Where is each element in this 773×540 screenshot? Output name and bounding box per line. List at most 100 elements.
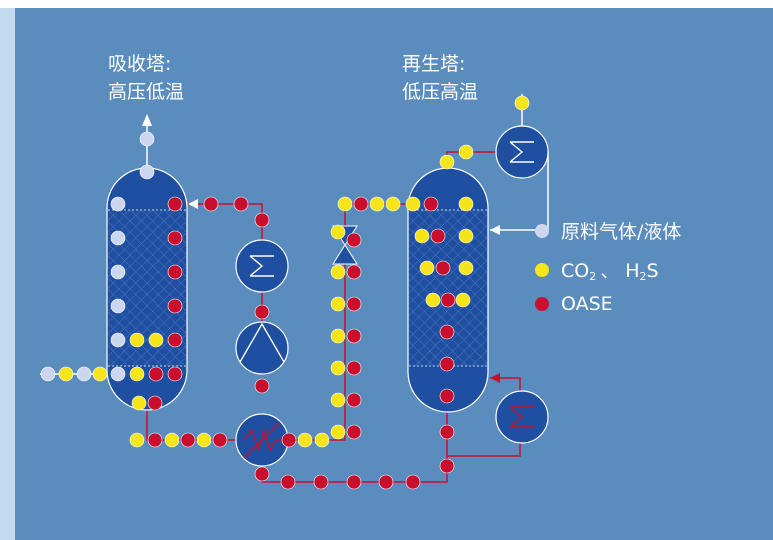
oase-particle [346, 474, 362, 490]
raw-particle [110, 230, 126, 246]
acid-gas-particle [458, 228, 474, 244]
oase-particle [346, 264, 362, 280]
raw-particle [110, 298, 126, 314]
oase-particle [346, 360, 362, 376]
oase-particle [439, 324, 455, 340]
oase-particle [439, 458, 455, 474]
oase-particle [147, 395, 163, 411]
acid-gas-particle [129, 332, 145, 348]
acid-gas-particle [439, 154, 455, 170]
oase-particle [148, 366, 164, 382]
oase-particle [167, 332, 183, 348]
acid-gas-particle [330, 296, 346, 312]
acid-gas-particle [425, 292, 441, 308]
raw-particle [139, 164, 155, 180]
oase-particle [167, 366, 183, 382]
absorber-label-line1: 吸收塔: [108, 53, 172, 75]
acid-gas-particle [330, 424, 346, 440]
reboiler-return-pipe [447, 440, 521, 457]
oase-particle [254, 212, 270, 228]
oase-particle [167, 298, 183, 314]
acid-gas-dot-icon [535, 262, 549, 277]
oase-particle [439, 388, 455, 404]
legend-oase-label: OASE [561, 293, 613, 315]
acid-gas-particle [419, 260, 435, 276]
acid-gas-particle [129, 432, 145, 448]
oase-particle [203, 196, 219, 212]
acid-gas-particle [458, 196, 474, 212]
condenser-icon [495, 125, 549, 179]
oase-particle [167, 264, 183, 280]
legend-acid-gas-label: CO2、 H2S [561, 256, 659, 283]
regenerator-label-line2: 低压高温 [402, 81, 479, 103]
acid-gas-particle [148, 332, 164, 348]
oase-particle [439, 424, 455, 440]
oase-particle [212, 432, 228, 448]
legend-separator: 、 [600, 260, 620, 282]
acid-gas-particle [129, 366, 145, 382]
acid-gas-particle [330, 264, 346, 280]
raw-particle [139, 131, 155, 147]
raw-material-dot-icon [535, 223, 549, 238]
regenerator-label-line1: 再生塔: [402, 53, 466, 75]
oase-particle [280, 474, 296, 490]
raw-particle [110, 264, 126, 280]
acid-gas-particle [164, 432, 180, 448]
acid-gas-particle [297, 432, 313, 448]
acid-gas-particle [369, 196, 385, 212]
legend-item-acid-gas: CO2、 H2S [535, 256, 659, 283]
acid-gas-particle [131, 395, 147, 411]
oase-particle [423, 196, 439, 212]
oase-particle [180, 432, 196, 448]
acid-gas-particle [514, 95, 530, 111]
acid-gas-particle [58, 366, 74, 382]
oase-particle [313, 474, 329, 490]
acid-gas-particle [314, 432, 330, 448]
oase-particle [254, 304, 270, 320]
oase-particle [167, 196, 183, 212]
acid-gas-particle [196, 432, 212, 448]
oase-particle [346, 232, 362, 248]
acid-gas-particle [405, 196, 421, 212]
raw-particle [110, 196, 126, 212]
raw-particle [40, 366, 56, 382]
raw-particle [110, 366, 126, 382]
oase-particle [346, 392, 362, 408]
acid-gas-particle [414, 228, 430, 244]
co2-subscript: 2 [589, 270, 597, 283]
pump-icon [235, 321, 289, 375]
regenerator-label: 再生塔: 低压高温 [402, 50, 478, 106]
co2-text: CO [561, 260, 590, 282]
acid-gas-particle [385, 196, 401, 212]
oase-particle [346, 328, 362, 344]
acid-gas-particle [330, 392, 346, 408]
acid-gas-particle [458, 260, 474, 276]
oase-particle [439, 356, 455, 372]
legend-item-raw: 原料气体/液体 [535, 217, 681, 244]
h2s-text: H [625, 260, 640, 282]
reboiler-arrow-icon [490, 373, 500, 383]
lean-inlet-arrow-icon [188, 199, 198, 209]
acid-gas-particle [455, 292, 471, 308]
oase-particle [147, 432, 163, 448]
oase-dot-icon [535, 297, 549, 311]
particles [40, 95, 530, 490]
oase-particle [353, 196, 369, 212]
regenerator-vessel [407, 167, 489, 413]
acid-gas-particle [330, 328, 346, 344]
oase-particle [430, 228, 446, 244]
oase-particle [167, 230, 183, 246]
h2s-suffix: S [646, 260, 659, 282]
legend-raw-label: 原料气体/液体 [561, 221, 682, 243]
legend-item-oase: OASE [535, 293, 613, 315]
lean-cooler-icon [235, 239, 289, 293]
absorber-gas-arrow-icon [142, 114, 152, 126]
oase-particle [435, 260, 451, 276]
oase-particle [346, 424, 362, 440]
acid-gas-particle [337, 196, 353, 212]
acid-gas-particle [330, 224, 346, 240]
left-strip [0, 8, 15, 540]
oase-particle [378, 474, 394, 490]
